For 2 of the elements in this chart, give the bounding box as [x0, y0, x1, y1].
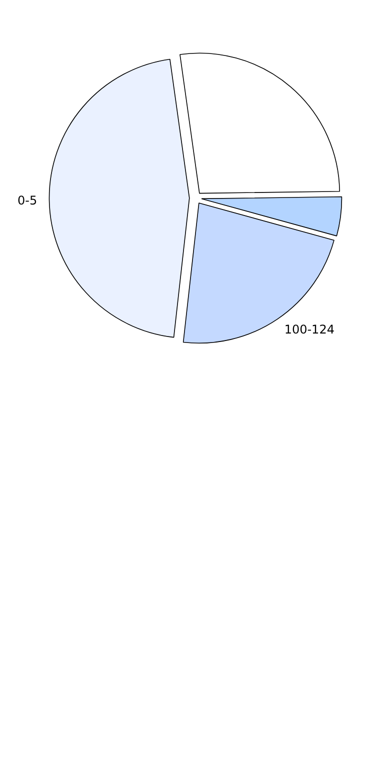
slice-label: 100-124: [284, 322, 334, 337]
slice-label: 0-5: [17, 194, 38, 208]
